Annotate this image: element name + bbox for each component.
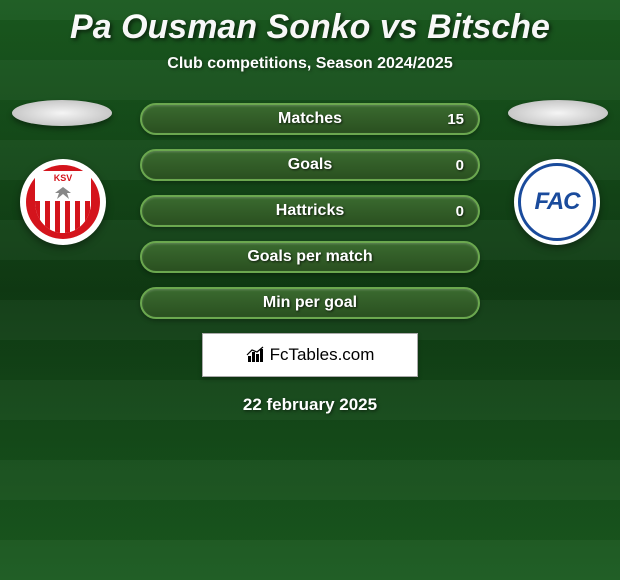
fctables-logo: FcTables.com [246, 345, 375, 365]
club-badge-right: FAC [514, 159, 600, 245]
stat-label: Min per goal [263, 294, 357, 312]
badge-ksv-stripes [35, 201, 91, 233]
stat-value-right: 0 [456, 157, 464, 174]
stat-row-matches: Matches 15 [140, 103, 480, 135]
stat-label: Matches [278, 110, 342, 128]
stat-row-goals: Goals 0 [140, 149, 480, 181]
player-marker-right [508, 100, 608, 126]
fctables-text: FcTables.com [270, 345, 375, 365]
club-badge-left: KSV [20, 159, 106, 245]
stat-label: Goals per match [247, 248, 372, 266]
badge-ksv-inner: KSV [26, 165, 100, 239]
badge-ksv-shield: KSV [35, 171, 91, 233]
stat-value-right: 0 [456, 203, 464, 220]
bar-chart-icon [246, 346, 266, 364]
stat-value-right: 15 [447, 111, 464, 128]
badge-ksv-label: KSV [35, 173, 91, 183]
badge-fac-inner: FAC [518, 163, 596, 241]
page-title: Pa Ousman Sonko vs Bitsche [0, 0, 620, 47]
fctables-attribution[interactable]: FcTables.com [202, 333, 418, 377]
stat-label: Hattricks [276, 202, 344, 220]
badge-fac-label: FAC [535, 188, 580, 216]
comparison-content: KSV FAC Matches 15 Goals 0 Hattricks 0 [0, 103, 620, 415]
subtitle: Club competitions, Season 2024/2025 [0, 55, 620, 73]
stat-label: Goals [288, 156, 332, 174]
stat-bars: Matches 15 Goals 0 Hattricks 0 Goals per… [140, 103, 480, 319]
stat-row-hattricks: Hattricks 0 [140, 195, 480, 227]
comparison-date: 22 february 2025 [0, 395, 620, 415]
player-marker-left [12, 100, 112, 126]
stat-row-min-per-goal: Min per goal [140, 287, 480, 319]
stat-row-goals-per-match: Goals per match [140, 241, 480, 273]
